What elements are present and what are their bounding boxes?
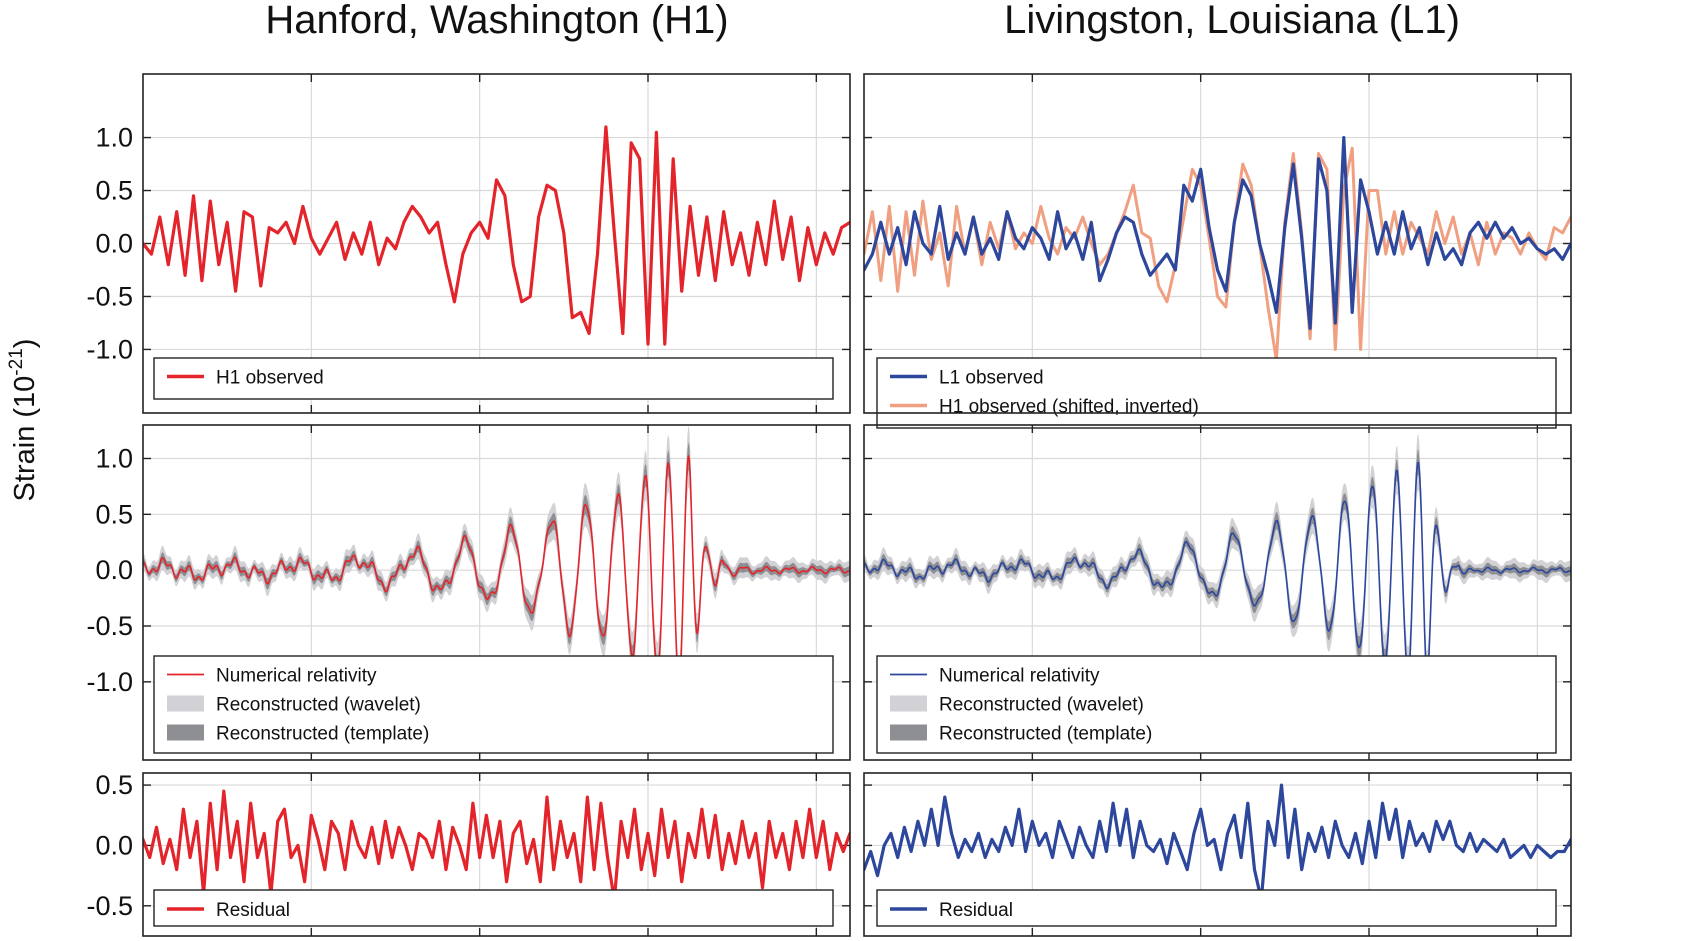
legend-label: Reconstructed (wavelet) xyxy=(216,695,421,716)
legend-box xyxy=(153,655,834,754)
plot-area xyxy=(864,783,1571,902)
y-tick-label: 0.0 xyxy=(95,229,133,259)
panel-l1-reconstructed: Numerical relativity Reconstructed (wavel… xyxy=(863,424,1572,761)
plot-area xyxy=(864,434,1571,705)
plot-area xyxy=(143,425,850,715)
panel-h1-observed: 1.0 0.5 0.0 -0.5 -1.0 H1 observed xyxy=(86,73,851,414)
plot-area xyxy=(864,136,1571,362)
y-axis-label-base: Strain (10 xyxy=(9,376,41,502)
legend: Residual xyxy=(153,889,834,927)
residual-line xyxy=(143,789,850,902)
legend-swatch-wavelet xyxy=(890,695,927,712)
y-tick-label: 0.0 xyxy=(95,555,133,585)
y-tick-label: 0.5 xyxy=(95,176,133,206)
legend: H1 observed xyxy=(153,357,834,400)
reconstructed-template-band xyxy=(864,450,1571,690)
legend-swatch-template xyxy=(890,724,927,741)
y-axis-label: Strain (10-21) xyxy=(6,339,41,502)
y-tick-label: -1.0 xyxy=(86,334,133,364)
y-tick-label: 0.0 xyxy=(95,830,133,860)
legend: Numerical relativity Reconstructed (wavel… xyxy=(153,655,834,754)
l1-observed-line xyxy=(864,136,1571,330)
legend-box xyxy=(876,357,1557,429)
legend-box xyxy=(153,357,834,400)
legend-label: Numerical relativity xyxy=(216,666,377,687)
residual-line xyxy=(864,783,1571,902)
legend-label: Numerical relativity xyxy=(939,666,1100,687)
plot-area xyxy=(143,789,850,902)
y-axis-label-exponent: -21 xyxy=(6,348,27,375)
legend-box xyxy=(876,655,1557,754)
y-tick-label: -0.5 xyxy=(86,611,133,641)
legend-label: Reconstructed (wavelet) xyxy=(939,695,1144,716)
legend-swatch-template xyxy=(167,724,204,741)
legend-box xyxy=(876,889,1557,927)
plot-area xyxy=(143,125,850,346)
legend-label: Reconstructed (template) xyxy=(216,724,429,745)
y-tick-label: 0.5 xyxy=(95,499,133,529)
legend: Numerical relativity Reconstructed (wavel… xyxy=(876,655,1557,754)
panel-frame xyxy=(142,424,851,761)
panel-h1-reconstructed: 1.0 0.5 0.0 -0.5 -1.0 Numerical relativity Rec… xyxy=(86,424,851,761)
y-tick-label: 1.0 xyxy=(95,444,133,474)
y-axis-label-close: ) xyxy=(9,339,41,349)
y-tick-label: -0.5 xyxy=(86,891,133,921)
column-title-h1: Hanford, Washington (H1) xyxy=(265,0,728,42)
panel-h1-residual: 0.5 0.0 -0.5 Residual xyxy=(86,770,851,937)
panel-frame xyxy=(142,772,851,937)
legend-box xyxy=(153,889,834,927)
column-title-l1: Livingston, Louisiana (L1) xyxy=(1004,0,1460,42)
legend-swatch-wavelet xyxy=(167,695,204,712)
y-axis-label-group: Strain (10-21) xyxy=(6,339,41,502)
panel-frame xyxy=(863,73,1572,414)
panel-l1-residual: Residual xyxy=(863,772,1572,937)
numerical-relativity-line xyxy=(864,461,1571,679)
panels-group: 1.0 0.5 0.0 -0.5 -1.0 H1 observed L1 observed H… xyxy=(86,73,1572,937)
y-tick-label: 1.0 xyxy=(95,123,133,153)
legend: Residual xyxy=(876,889,1557,927)
h1-observed-line xyxy=(143,125,850,346)
legend-label: H1 observed (shifted, inverted) xyxy=(939,397,1199,418)
y-tick-label: -1.0 xyxy=(86,667,133,697)
legend-label: Residual xyxy=(939,900,1013,921)
reconstructed-template-band xyxy=(143,442,850,699)
y-tick-label: 0.5 xyxy=(95,770,133,800)
legend-label: Reconstructed (template) xyxy=(939,724,1152,745)
legend-label: H1 observed xyxy=(216,368,324,389)
panel-frame xyxy=(142,73,851,414)
panel-frame xyxy=(863,424,1572,761)
legend: L1 observed H1 observed (shifted, inverte… xyxy=(876,357,1557,429)
legend-label: L1 observed xyxy=(939,368,1044,389)
numerical-relativity-line xyxy=(143,455,850,688)
y-tick-label: -0.5 xyxy=(86,281,133,311)
panel-l1-observed: L1 observed H1 observed (shifted, inverte… xyxy=(863,73,1572,429)
legend-label: Residual xyxy=(216,900,290,921)
h1-observed-shifted-inverted-line xyxy=(864,146,1571,362)
panel-frame xyxy=(863,772,1572,937)
